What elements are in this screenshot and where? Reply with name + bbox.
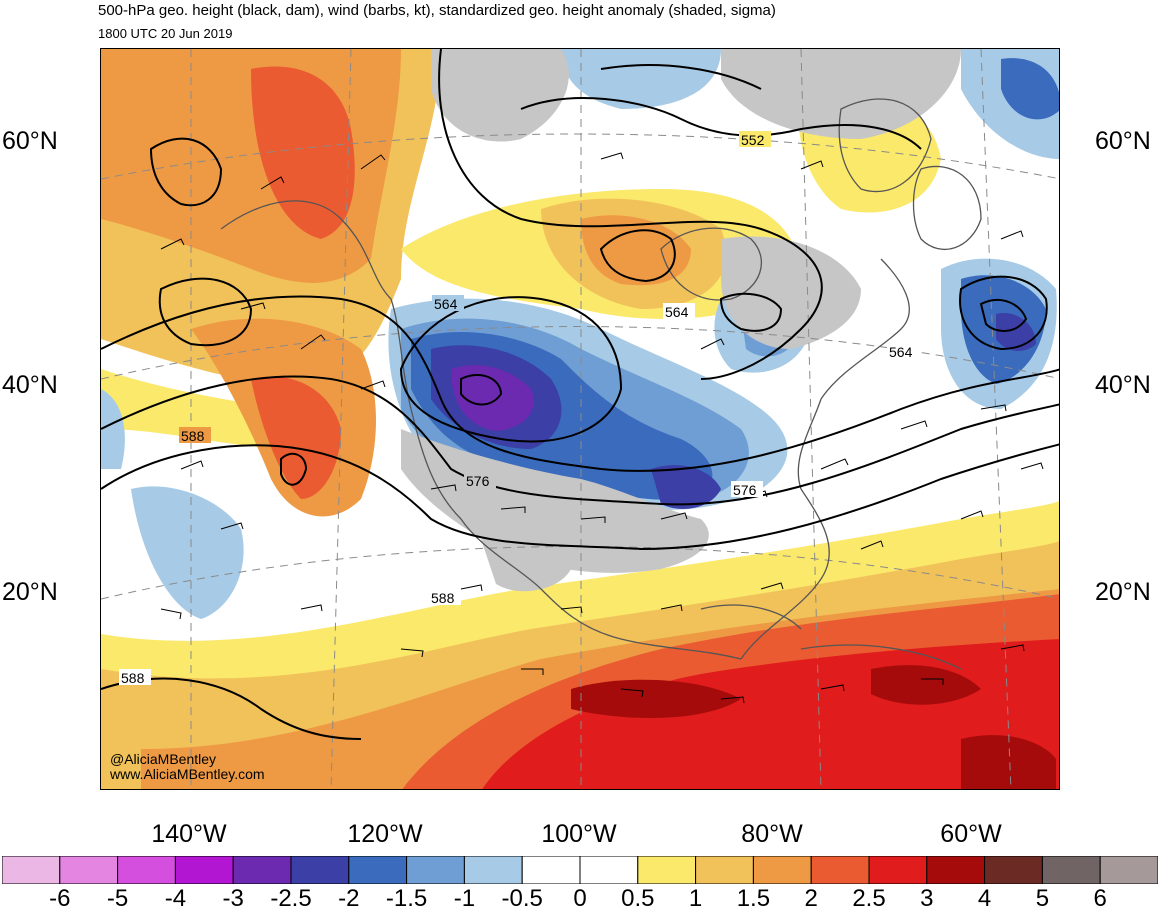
lon-label: 60°W: [940, 820, 1002, 848]
colorbar-swatch: [521, 856, 581, 884]
lon-label: 140°W: [151, 820, 227, 848]
colorbar-tick-label: 0: [573, 885, 587, 912]
colorbar-tick-label: -1.5: [385, 885, 428, 912]
valid-time: 1800 UTC 20 Jun 2019: [98, 26, 233, 41]
colorbar-tick-label: -2.5: [270, 885, 312, 912]
credit-handle: @AliciaMBentley: [110, 751, 217, 767]
contour-label: 588: [181, 428, 205, 444]
colorbar-tick-label: 1: [688, 885, 703, 912]
contour-label: 564: [889, 344, 913, 360]
colorbar-swatch: [637, 856, 697, 884]
colorbar-swatch: [695, 856, 754, 884]
colorbar-swatch: [868, 856, 928, 884]
wind-barbs: [160, 152, 1044, 704]
colorbar-swatch: [2, 856, 61, 884]
map-panel: 552 564 564 564 576 576 588 588 588: [100, 48, 1060, 790]
colorbar-tick-label: 1.5: [736, 885, 771, 912]
colorbar-tick-label: 2.5: [852, 885, 886, 912]
colorbar-tick-label: 4: [977, 885, 992, 912]
lon-label: 80°W: [741, 820, 803, 848]
colorbar-tick-label: -3: [222, 885, 244, 912]
colorbar-tick-label: -0.5: [501, 885, 543, 912]
colorbar-swatch: [752, 856, 812, 884]
colorbar-swatch: [406, 856, 465, 884]
contour-label: 564: [434, 296, 458, 312]
colorbar-swatch: [348, 856, 408, 884]
colorbar-tick-label: 5: [1035, 885, 1050, 912]
map-canvas: 552 564 564 564 576 576 588 588 588: [101, 49, 1059, 789]
contour-label: 552: [741, 132, 765, 148]
lon-label: 100°W: [541, 820, 617, 848]
lat-label-left: 20°N: [2, 578, 58, 606]
colorbar-swatch: [463, 856, 523, 884]
colorbar-swatch: [810, 856, 870, 884]
lat-label-right: 60°N: [1095, 127, 1151, 155]
colorbar-tick-label: -6: [49, 885, 71, 912]
map-title: 500-hPa geo. height (black, dam), wind (…: [98, 2, 776, 19]
contour-label-group: 552 564 564 564 576 576 588 588 588: [119, 131, 919, 686]
credit-website: www.AliciaMBentley.com: [110, 766, 265, 782]
lon-label: 120°W: [347, 820, 423, 848]
colorbar-swatch: [1041, 856, 1101, 884]
colorbar-tick-label: -5: [106, 885, 129, 912]
colorbar-tick-label: 2: [804, 885, 818, 912]
contour-label: 576: [733, 482, 757, 498]
anomaly-warm-northwest: [101, 49, 441, 517]
lat-label-left: 60°N: [2, 127, 58, 155]
colorbar-tick-label: 6: [1093, 885, 1107, 912]
contour-label: 588: [431, 590, 455, 606]
colorbar-tick-label: -2: [338, 885, 360, 912]
height-contours: [101, 49, 1059, 740]
colorbar-swatch: [290, 856, 350, 884]
contour-label: 564: [665, 304, 689, 320]
lat-label-right: 20°N: [1095, 578, 1151, 606]
colorbar-swatch: [117, 856, 176, 884]
lat-label-right: 40°N: [1095, 371, 1151, 399]
colorbar-swatch: [984, 856, 1043, 884]
colorbar-tick-label: -4: [164, 885, 187, 912]
land-neutral-gray: [401, 49, 961, 592]
colorbar-tick-label: 0.5: [621, 885, 655, 912]
colorbar-swatch: [579, 856, 639, 884]
colorbar-swatch: [174, 856, 234, 884]
contour-label: 588: [121, 670, 145, 686]
colorbar-swatch: [232, 856, 292, 884]
lat-label-left: 40°N: [2, 371, 58, 399]
colorbar-swatch: [1099, 856, 1158, 884]
colorbar: [2, 856, 1158, 884]
colorbar-swatch: [59, 856, 119, 884]
colorbar-swatch: [926, 856, 986, 884]
contour-label: 576: [466, 473, 490, 489]
colorbar-tick-label: 3: [920, 885, 934, 912]
colorbar-tick-label: -1: [453, 885, 476, 912]
